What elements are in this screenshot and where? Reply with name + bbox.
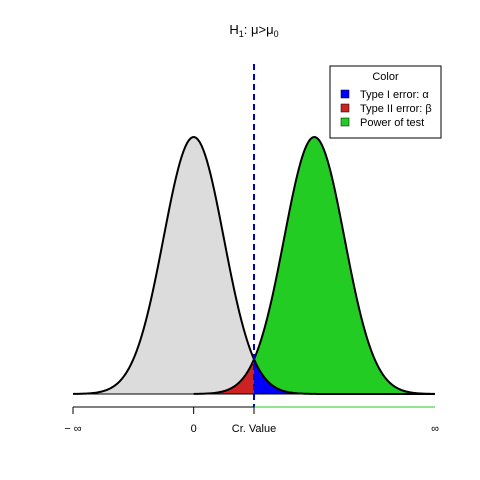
- plot-area: [72, 64, 436, 407]
- x-tick-label: Cr. Value: [232, 423, 276, 435]
- title-rest: : μ>μ: [244, 22, 274, 37]
- x-axis: − ∞ 0 Cr. Value ∞: [64, 406, 439, 435]
- alternative-distribution-curve: [193, 135, 436, 395]
- type-ii-error-region: [193, 359, 254, 394]
- power-region: [254, 137, 435, 394]
- chart-title: H1: μ>μ0: [229, 22, 278, 39]
- x-tick-label: ∞: [431, 423, 439, 435]
- x-tick-label: 0: [191, 423, 197, 435]
- legend-label-alpha: Type I error: α: [360, 89, 429, 101]
- null-distribution-fill: [73, 137, 435, 394]
- title-mu-subscript: 0: [274, 29, 279, 39]
- type-i-error-region: [254, 359, 435, 394]
- legend-title: Color: [372, 71, 399, 83]
- legend-swatch-beta: [340, 103, 350, 113]
- x-tick-label: − ∞: [64, 423, 81, 435]
- legend: Color Type I error: α Type II error: β Powe…: [329, 65, 442, 139]
- legend-label-beta: Type II error: β: [360, 103, 432, 115]
- legend-swatch-power: [340, 117, 350, 127]
- legend-swatch-alpha: [340, 89, 350, 99]
- legend-label-power: Power of test: [360, 117, 424, 129]
- title-h-subscript: 1: [239, 29, 244, 39]
